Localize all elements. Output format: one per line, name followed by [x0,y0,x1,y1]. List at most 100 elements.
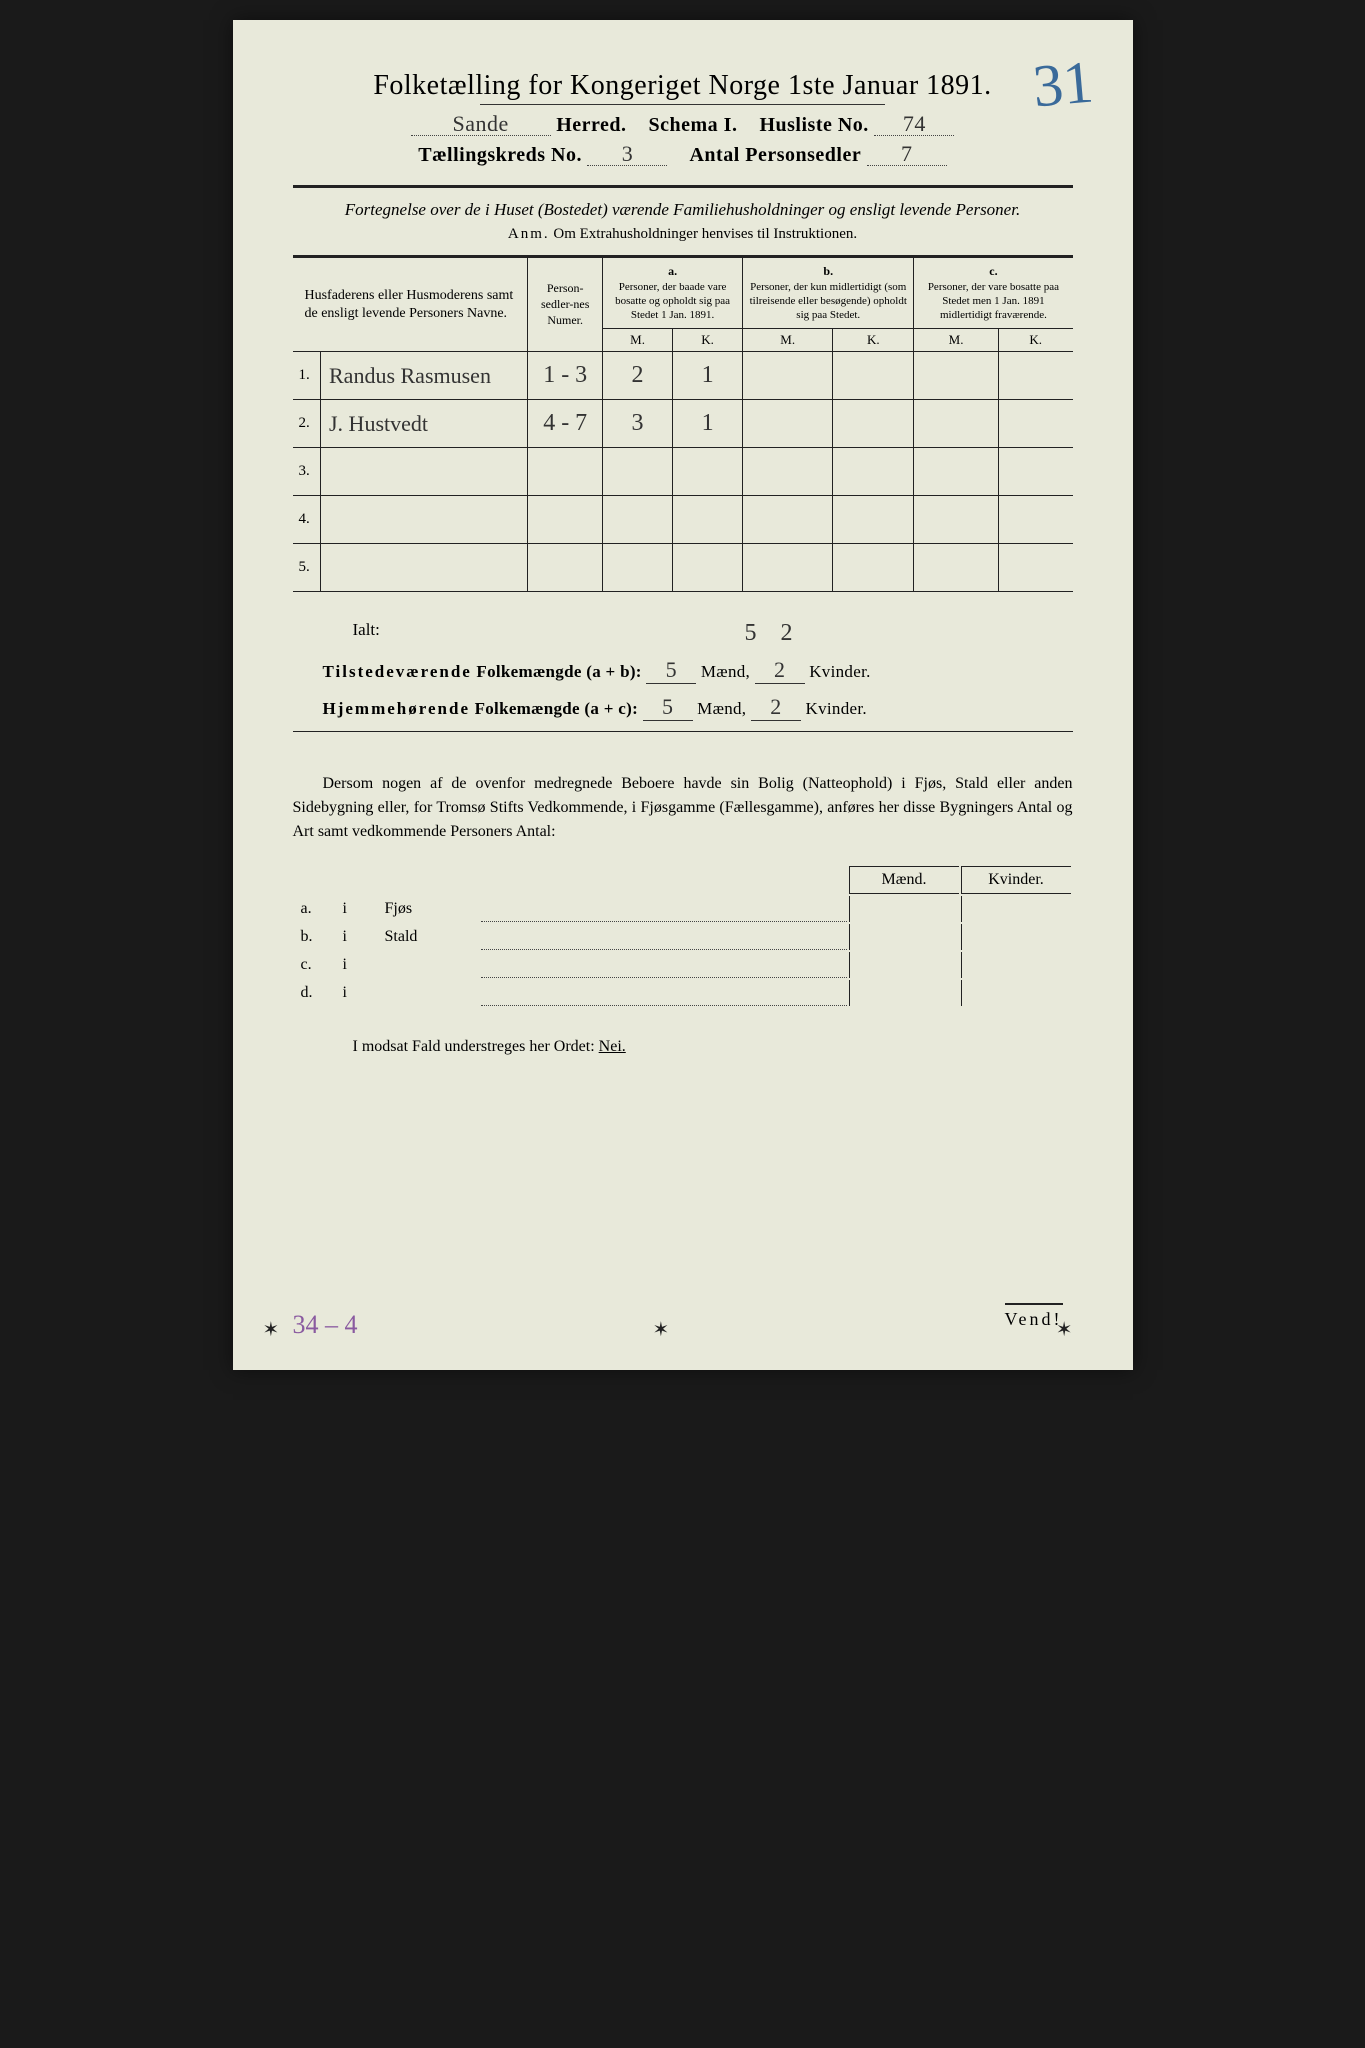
row-bk [833,400,914,448]
row-ck [998,544,1072,592]
mk-ck: K. [998,329,1072,352]
col-a: a. Personer, der baade vare bosatte og o… [603,257,743,329]
b-m [849,952,959,978]
b-dots [481,980,847,1006]
mk-bk: K. [833,329,914,352]
table-row: 5. [293,544,1073,592]
row-ak: 1 [673,352,743,400]
row-bm [743,400,833,448]
summary-resident: Hjemmehørende Folkemængde (a + c): 5 Mæn… [323,694,1073,721]
row-am: 2 [603,352,673,400]
b-i: i [337,896,377,922]
mk-ak: K. [673,329,743,352]
row-cm [914,496,998,544]
b-k [961,896,1071,922]
b-k [961,952,1071,978]
row-numer [528,496,603,544]
bh-maend: Mænd. [849,866,959,894]
row-am [603,496,673,544]
row-name [321,544,528,592]
tick-mark-icon: ✶ [653,1317,670,1342]
anm-label: Anm. [508,226,550,242]
row-num: 5. [293,544,321,592]
herred-value: Sande [411,113,551,136]
b-name: Stald [379,924,479,950]
b-letter: b. [295,924,335,950]
row-cm [914,400,998,448]
tick-mark-icon: ✶ [1056,1317,1073,1342]
row-bm [743,352,833,400]
mk-cm: M. [914,329,998,352]
census-form-page: 31 Folketælling for Kongeriget Norge 1st… [233,20,1133,1370]
row-am [603,448,673,496]
row-cm [914,448,998,496]
kreds-label: Tællingskreds No. [418,144,582,166]
antal-value: 7 [867,143,947,166]
b-name: Fjøs [379,896,479,922]
col-numer: Person-sedler-nes Numer. [528,257,603,352]
row-name [321,496,528,544]
bh-kvinder: Kvinder. [961,866,1071,894]
row-bk [833,496,914,544]
b-i: i [337,952,377,978]
row-cm [914,544,998,592]
anm-note: Anm. Om Extrahusholdninger henvises til … [293,226,1073,243]
row-name [321,448,528,496]
summary-present: Tilstedeværende Folkemængde (a + b): 5 M… [323,657,1073,684]
b-name [379,980,479,1006]
row-bm [743,448,833,496]
subtitle: Fortegnelse over de i Huset (Bostedet) v… [293,200,1073,220]
b-k [961,980,1071,1006]
row-ak: 1 [673,400,743,448]
row-numer: 1 - 3 [528,352,603,400]
row-bm [743,496,833,544]
table-row: 3. [293,448,1073,496]
row-numer [528,448,603,496]
buildings-table: Mænd. Kvinder. a.iFjøsb.iStaldc.id.i [293,864,1073,1008]
b-i: i [337,924,377,950]
ialt-label: Ialt: [353,620,380,647]
nei-line: I modsat Fald understreges her Ordet: Ne… [323,1038,1073,1056]
row-ck [998,496,1072,544]
b-k [961,924,1071,950]
row-bk [833,448,914,496]
vend-label: Vend! [1005,1303,1063,1330]
husliste-value: 74 [874,113,954,136]
header-row-1: Sande Herred. Schema I. Husliste No. 74 [293,113,1073,137]
b-dots [481,924,847,950]
table-row: 4. [293,496,1073,544]
row-numer: 4 - 7 [528,400,603,448]
anm-text: Om Extrahusholdninger henvises til Instr… [553,226,857,242]
row-ck [998,352,1072,400]
b-i: i [337,980,377,1006]
row-ak [673,496,743,544]
table-row: 1.Randus Rasmusen1 - 321 [293,352,1073,400]
building-row: a.iFjøs [295,896,1071,922]
building-row: c.i [295,952,1071,978]
b-m [849,896,959,922]
b-dots [481,952,847,978]
page-title: Folketælling for Kongeriget Norge 1ste J… [293,70,1073,105]
col-b: b. Personer, der kun midlertidigt (som t… [743,257,914,329]
b-letter: a. [295,896,335,922]
kreds-value: 3 [587,143,667,166]
row-name: J. Hustvedt [321,400,528,448]
header-row-2: Tællingskreds No. 3 Antal Personsedler 7 [293,143,1073,167]
divider-2 [293,731,1073,732]
row-am: 3 [603,400,673,448]
schema-label: Schema I. [649,114,738,136]
row-num: 4. [293,496,321,544]
row-name: Randus Rasmusen [321,352,528,400]
tick-mark-icon: ✶ [263,1317,280,1342]
table-row: 2.J. Hustvedt4 - 731 [293,400,1073,448]
col-names: Husfaderens eller Husmoderens samt de en… [293,257,528,352]
row-bm [743,544,833,592]
row-bk [833,352,914,400]
building-row: b.iStald [295,924,1071,950]
row-am [603,544,673,592]
row-num: 3. [293,448,321,496]
ialt-row: Ialt: 5 2 [353,620,1073,647]
row-ak [673,448,743,496]
row-ck [998,400,1072,448]
row-num: 2. [293,400,321,448]
